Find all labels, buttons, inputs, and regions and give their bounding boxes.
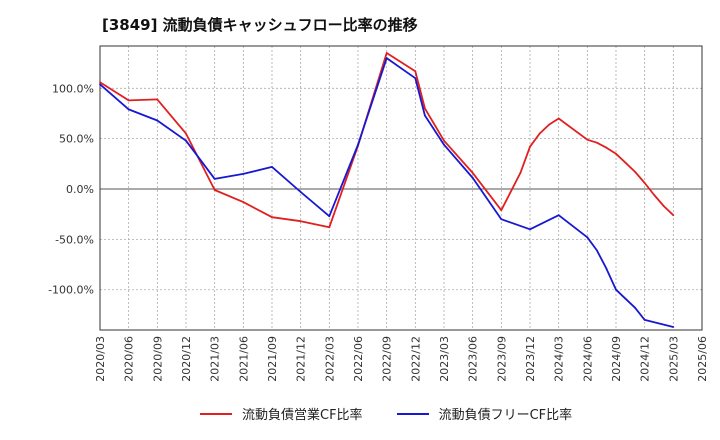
data-point-free-cf (443, 143, 445, 146)
series-line-free-cf (99, 57, 674, 328)
data-point-operating-cf (605, 146, 608, 149)
data-point-free-cf (328, 215, 331, 218)
data-point-operating-cf (299, 220, 302, 223)
x-tick-label: 2023/03 (438, 336, 451, 382)
x-tick-label: 2020/09 (151, 336, 164, 382)
data-point-operating-cf (548, 123, 550, 126)
data-point-free-cf (156, 119, 159, 122)
x-tick-label: 2022/03 (323, 336, 336, 382)
data-point-operating-cf (538, 132, 541, 135)
data-point-operating-cf (271, 216, 273, 219)
data-point-free-cf (596, 249, 598, 252)
y-tick-label: 0.0% (66, 183, 94, 196)
plot-frame (99, 45, 703, 331)
data-point-free-cf (99, 83, 101, 86)
x-tick-label: 2021/03 (209, 336, 222, 382)
x-tick-label: 2024/12 (639, 336, 652, 382)
data-point-operating-cf (519, 172, 522, 174)
data-point-free-cf (643, 319, 646, 321)
x-tick-label: 2020/06 (123, 336, 136, 382)
x-tick-label: 2023/12 (524, 336, 537, 382)
x-tick-label: 2023/06 (467, 336, 480, 382)
data-point-operating-cf (99, 81, 101, 84)
data-point-free-cf (500, 218, 503, 221)
data-point-operating-cf (471, 172, 474, 174)
legend-swatch-operating-cf (200, 412, 232, 415)
data-point-operating-cf (672, 214, 675, 217)
x-tick-label: 2023/09 (495, 336, 508, 382)
data-point-operating-cf (643, 182, 646, 184)
legend-swatch-free-cf (396, 412, 429, 415)
data-point-free-cf (557, 214, 560, 217)
data-point-free-cf (672, 326, 675, 328)
x-tick-label: 2024/03 (553, 336, 566, 382)
data-point-operating-cf (653, 194, 656, 196)
y-tick-label: 50.0% (59, 133, 94, 146)
data-point-free-cf (357, 143, 359, 146)
data-point-free-cf (385, 57, 388, 59)
data-point-operating-cf (328, 226, 331, 229)
data-point-free-cf (605, 267, 608, 270)
x-tick-label: 2022/09 (381, 336, 394, 382)
y-tick-label: -50.0% (55, 233, 94, 246)
data-point-free-cf (213, 178, 216, 180)
data-point-operating-cf (443, 139, 445, 142)
data-point-free-cf (271, 166, 273, 168)
data-point-operating-cf (414, 70, 417, 73)
data-point-free-cf (414, 77, 417, 80)
data-point-operating-cf (596, 141, 598, 144)
x-tick-label: 2021/09 (266, 336, 279, 382)
data-point-operating-cf (557, 117, 560, 120)
legend: 流動負債営業CF比率 流動負債フリーCF比率 (200, 404, 606, 423)
x-tick-label: 2022/06 (352, 336, 365, 382)
data-point-operating-cf (185, 132, 187, 135)
data-point-operating-cf (586, 138, 589, 141)
data-point-operating-cf (424, 107, 426, 110)
data-point-free-cf (529, 228, 531, 231)
data-point-free-cf (242, 173, 245, 175)
data-point-operating-cf (529, 145, 531, 148)
data-point-operating-cf (615, 152, 617, 155)
plot-area (100, 46, 702, 330)
data-point-free-cf (471, 177, 474, 179)
legend-label-free-cf: 流動負債フリーCF比率 (438, 408, 573, 423)
x-tick-label: 2022/12 (409, 336, 422, 382)
data-point-operating-cf (662, 205, 665, 208)
chart-title: [3849] 流動負債キャッシュフロー比率の推移 (102, 16, 418, 34)
y-tick-label: 100.0% (52, 82, 94, 95)
x-tick-label: 2024/06 (581, 336, 594, 382)
x-tick-label: 2025/03 (667, 336, 680, 382)
data-point-free-cf (586, 236, 589, 239)
x-tick-label: 2021/12 (295, 336, 308, 382)
data-point-free-cf (424, 114, 426, 117)
data-point-operating-cf (127, 99, 130, 102)
data-point-operating-cf (156, 98, 159, 101)
data-point-free-cf (127, 108, 130, 111)
data-point-free-cf (185, 139, 187, 142)
data-point-operating-cf (385, 52, 388, 54)
x-tick-label: 2020/12 (180, 336, 193, 382)
data-point-operating-cf (624, 161, 627, 164)
data-point-free-cf (624, 297, 627, 300)
data-point-free-cf (634, 306, 636, 309)
x-tick-label: 2020/03 (94, 336, 107, 382)
y-tick-label: -100.0% (48, 284, 94, 297)
x-tick-label: 2024/09 (610, 336, 623, 382)
legend-item-operating-cf: 流動負債営業CF比率 (200, 404, 363, 423)
data-point-operating-cf (242, 201, 245, 204)
legend-label-operating-cf: 流動負債営業CF比率 (242, 408, 363, 423)
data-point-free-cf (299, 191, 302, 193)
data-point-operating-cf (213, 189, 216, 191)
x-tick-label: 2025/06 (696, 336, 709, 382)
data-point-free-cf (615, 288, 617, 291)
legend-item-free-cf: 流動負債フリーCF比率 (396, 404, 573, 423)
data-point-operating-cf (500, 209, 503, 212)
x-tick-label: 2021/06 (237, 336, 250, 382)
data-point-operating-cf (634, 171, 636, 173)
